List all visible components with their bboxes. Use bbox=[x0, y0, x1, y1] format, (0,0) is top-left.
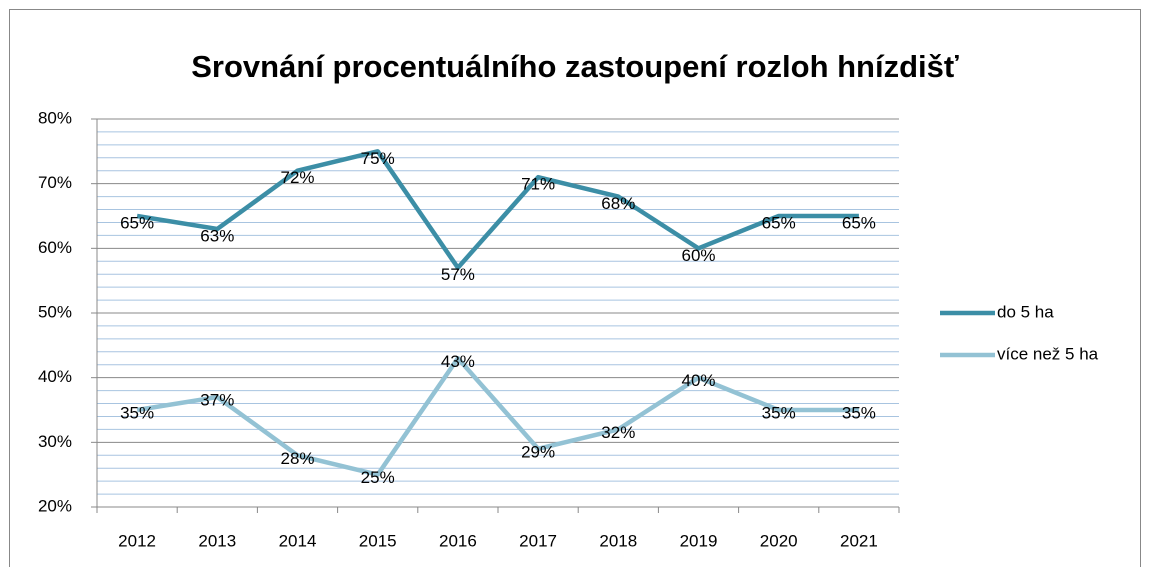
y-tick-label: 40% bbox=[38, 367, 72, 386]
y-tick-label: 80% bbox=[38, 108, 72, 127]
data-label: 71% bbox=[521, 175, 555, 194]
data-label: 35% bbox=[762, 403, 796, 422]
data-label: 68% bbox=[601, 194, 635, 213]
data-label: 60% bbox=[681, 246, 715, 265]
data-label: 32% bbox=[601, 423, 635, 442]
x-tick-label: 2019 bbox=[680, 531, 718, 550]
x-tick-label: 2018 bbox=[599, 531, 637, 550]
data-label: 40% bbox=[681, 371, 715, 390]
data-label: 72% bbox=[280, 168, 314, 187]
data-label: 57% bbox=[441, 265, 475, 284]
data-label: 65% bbox=[120, 213, 154, 232]
y-tick-label: 50% bbox=[38, 302, 72, 321]
x-tick-label: 2012 bbox=[118, 531, 156, 550]
series-line bbox=[136, 356, 859, 477]
legend-label: více než 5 ha bbox=[997, 344, 1099, 363]
data-label: 35% bbox=[120, 403, 154, 422]
x-tick-label: 2013 bbox=[198, 531, 236, 550]
data-label: 43% bbox=[441, 352, 475, 371]
x-tick-label: 2020 bbox=[760, 531, 798, 550]
data-label: 35% bbox=[842, 403, 876, 422]
x-tick-label: 2014 bbox=[279, 531, 317, 550]
data-label: 29% bbox=[521, 442, 555, 461]
data-label: 28% bbox=[280, 449, 314, 468]
x-tick-label: 2017 bbox=[519, 531, 557, 550]
legend-label: do 5 ha bbox=[997, 302, 1054, 321]
data-label: 75% bbox=[361, 149, 395, 168]
x-tick-label: 2021 bbox=[840, 531, 878, 550]
data-label: 37% bbox=[200, 391, 234, 410]
data-label: 65% bbox=[842, 213, 876, 232]
chart-border bbox=[9, 9, 1141, 567]
x-tick-label: 2015 bbox=[359, 531, 397, 550]
series-line bbox=[136, 149, 859, 270]
y-tick-label: 30% bbox=[38, 432, 72, 451]
chart-title: Srovnání procentuálního zastoupení rozlo… bbox=[191, 49, 959, 84]
data-label: 63% bbox=[200, 226, 234, 245]
y-tick-label: 70% bbox=[38, 173, 72, 192]
data-label: 25% bbox=[361, 468, 395, 487]
y-tick-label: 60% bbox=[38, 238, 72, 257]
data-label: 65% bbox=[762, 213, 796, 232]
x-tick-label: 2016 bbox=[439, 531, 477, 550]
y-tick-label: 20% bbox=[38, 496, 72, 515]
